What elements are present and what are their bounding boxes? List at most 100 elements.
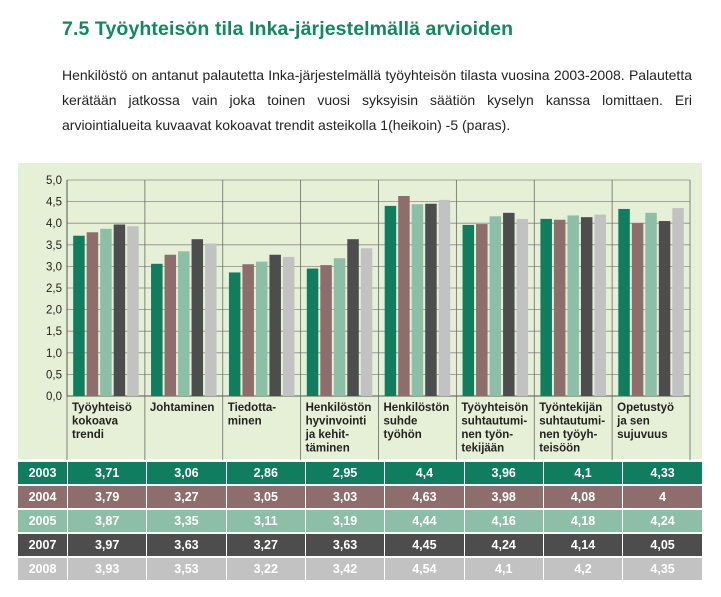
bar <box>191 239 204 396</box>
category-label-line: ja sen <box>616 416 650 428</box>
data-label: 3,87 <box>66 508 147 533</box>
bar <box>658 221 671 396</box>
bar <box>567 215 579 396</box>
data-label: 3,63 <box>146 532 227 557</box>
bar <box>113 224 126 396</box>
data-label: 3,71 <box>66 462 147 485</box>
bar <box>73 235 85 396</box>
legend-year-cell: 2003 <box>28 466 57 480</box>
bar <box>255 261 268 396</box>
y-tick-label: 4,0 <box>46 218 62 230</box>
category-label-line: teisöön <box>539 443 580 455</box>
category-label-line: työhön <box>384 429 422 441</box>
category-label-line: suhtautumi- <box>539 416 605 428</box>
data-label: 3,27 <box>225 532 306 557</box>
y-tick-label: 2,0 <box>46 305 62 317</box>
table-row: 2003 3,71 3,06 2,86 2,95 4,4 3,96 4,1 4,33 <box>18 462 702 485</box>
data-label: 3,97 <box>66 532 147 557</box>
data-label: 3,35 <box>146 508 227 533</box>
bar <box>580 217 593 396</box>
category-label-line: suhtautumi- <box>461 416 527 428</box>
data-label: 3,63 <box>304 532 385 557</box>
bar <box>489 216 502 396</box>
category-label: Työyhteisön suhtautumi-nen työn-tekijään <box>461 402 528 455</box>
y-tick-label: 1,5 <box>46 326 62 338</box>
data-label: 4,16 <box>463 508 544 533</box>
category-label-line: ja kehit- <box>305 429 350 441</box>
category-label-line: Tiedotta- <box>228 402 277 414</box>
data-label: 3,22 <box>225 556 306 580</box>
category-label-line: trendi <box>72 429 104 441</box>
category-label-line: suhde <box>384 416 418 428</box>
bar <box>476 224 488 396</box>
bar <box>384 205 397 396</box>
bar <box>398 195 410 396</box>
data-label: 4,1 <box>542 462 623 485</box>
category-label: Tiedotta-minen <box>228 402 277 428</box>
data-label: 4,24 <box>463 532 544 557</box>
y-tick-label: 3,5 <box>46 240 62 252</box>
data-table: 2003 3,71 3,06 2,86 2,95 4,4 3,96 4,1 4,33 2004 3,… <box>18 462 702 580</box>
data-label: 3,27 <box>146 484 227 509</box>
y-tick-label: 4,5 <box>46 197 62 209</box>
category-label: Työyhteisö kokoava trendi <box>72 402 132 441</box>
y-tick-label: 0,5 <box>46 369 62 381</box>
category-label-line: täminen <box>306 443 350 455</box>
category-label-line: kokoava <box>72 416 119 428</box>
legend-year-cell: 2004 <box>18 484 68 509</box>
bar <box>320 265 332 396</box>
y-tick-label: 2,5 <box>46 283 62 295</box>
bar <box>178 251 190 396</box>
bar <box>618 208 630 396</box>
data-label: 4,14 <box>542 532 623 557</box>
data-label: 2,95 <box>304 462 385 485</box>
category-label-line: Henkilöstön <box>384 402 450 414</box>
data-label: 4,4 <box>384 462 465 485</box>
data-label: 2,86 <box>225 462 306 485</box>
category-label-line: Johtaminen <box>150 402 215 414</box>
bar <box>306 268 319 396</box>
category-label: Työntekijän suhtautumi-nen työyh-teisöön <box>539 402 605 455</box>
legend-year-cell: 2008 <box>18 556 68 580</box>
data-label: 3,93 <box>66 556 147 580</box>
category-label: Henkilöstön hyvinvointi ja kehit-täminen <box>305 402 372 455</box>
bar <box>100 228 112 396</box>
category-label-line: Työyhteisön <box>461 402 528 414</box>
category-label: Johtaminen <box>150 402 215 414</box>
page-heading: 7.5 Työyhteisön tila Inka-järjestelmällä… <box>62 18 514 40</box>
data-label: 3,96 <box>463 462 544 485</box>
data-label: 4,1 <box>463 556 544 580</box>
table-row: 2007 3,97 3,63 3,27 3,63 4,45 4,24 4,14 4,05 <box>18 532 702 557</box>
data-label: 4,33 <box>622 462 702 485</box>
bar <box>425 203 437 396</box>
data-label: 4,35 <box>622 556 702 580</box>
data-label: 3,11 <box>225 508 306 533</box>
data-label: 3,42 <box>304 556 385 580</box>
bar <box>151 263 163 396</box>
data-label: 4,24 <box>622 508 702 533</box>
category-label-line: minen <box>228 416 262 428</box>
category-label-line: Työyhteisö <box>72 402 132 414</box>
data-label: 4,2 <box>542 556 623 580</box>
category-label: Opetustyö ja sen sujuvuus <box>616 402 674 441</box>
bar <box>631 223 644 396</box>
data-label: 3,79 <box>66 484 147 509</box>
category-label-line: Opetustyö <box>617 402 674 414</box>
y-tick-label: 3,0 <box>46 261 62 273</box>
category-label-line: hyvinvointi <box>306 416 367 428</box>
y-tick-label: 1,0 <box>46 348 62 360</box>
table-row: 2004 3,79 3,27 3,05 3,03 4,63 3,98 4,08 4 <box>18 484 702 509</box>
bar <box>503 212 515 396</box>
bar <box>333 258 346 396</box>
bar <box>411 204 424 396</box>
bar <box>164 254 177 396</box>
bar <box>645 212 657 396</box>
bar <box>553 219 566 396</box>
data-label: 4,54 <box>384 556 465 580</box>
bar-chart: 0,0 0,5 1,0 1,5 2,0 2,5 3,0 3,5 4,0 4,5 5,0 Työyhte… <box>46 175 691 460</box>
data-label: 3,03 <box>304 484 385 509</box>
bar <box>127 226 139 396</box>
bar <box>540 218 552 396</box>
category-label-line: nen työn- <box>461 429 513 441</box>
data-label: 4,18 <box>542 508 623 533</box>
